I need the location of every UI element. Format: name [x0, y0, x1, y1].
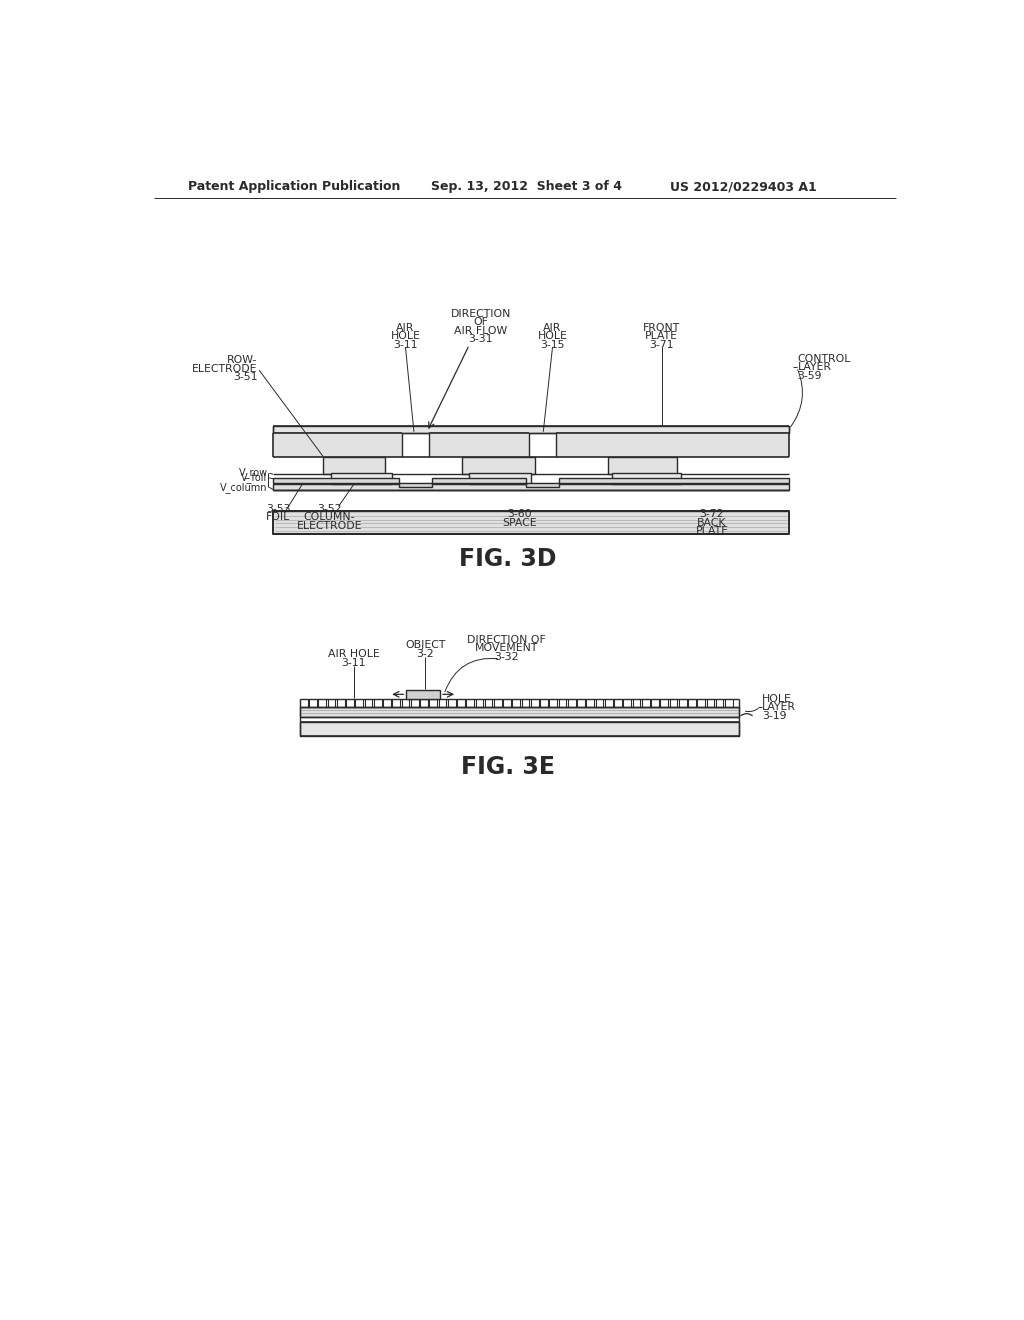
- Text: AIR: AIR: [544, 323, 562, 333]
- Text: HOLE: HOLE: [538, 331, 567, 342]
- Text: SPACE: SPACE: [502, 517, 537, 528]
- Text: 3-32: 3-32: [494, 652, 518, 661]
- Text: DIRECTION: DIRECTION: [451, 309, 511, 319]
- Text: LAYER: LAYER: [798, 362, 831, 372]
- Bar: [331, 474, 392, 484]
- Text: AIR: AIR: [396, 323, 415, 333]
- Bar: [611, 474, 681, 484]
- Bar: [407, 689, 440, 700]
- Text: AIR HOLE: AIR HOLE: [328, 649, 380, 659]
- Text: 3-72: 3-72: [699, 510, 724, 519]
- Text: DIRECTION OF: DIRECTION OF: [467, 635, 546, 644]
- Bar: [469, 474, 531, 484]
- Text: OF: OF: [473, 317, 488, 327]
- Bar: [300, 722, 739, 737]
- Text: HOLE: HOLE: [762, 694, 792, 704]
- Text: FIG. 3D: FIG. 3D: [459, 546, 557, 570]
- Text: FOIL: FOIL: [266, 512, 291, 523]
- Text: 3-31: 3-31: [469, 334, 494, 345]
- Text: LAYER: LAYER: [762, 702, 796, 713]
- Bar: [273, 433, 401, 457]
- Text: 3-71: 3-71: [649, 339, 674, 350]
- Text: 3-2: 3-2: [417, 648, 434, 659]
- Bar: [608, 457, 677, 474]
- Text: Patent Application Publication: Patent Application Publication: [188, 181, 400, 194]
- Bar: [273, 425, 788, 433]
- Bar: [300, 706, 739, 718]
- Text: V_foil: V_foil: [242, 473, 267, 483]
- Text: 3-11: 3-11: [393, 339, 418, 350]
- Text: ROW-: ROW-: [227, 355, 258, 366]
- Text: 3-15: 3-15: [541, 339, 565, 350]
- Text: FRONT: FRONT: [643, 323, 681, 333]
- Text: 3-53: 3-53: [266, 504, 291, 513]
- Text: HOLE: HOLE: [390, 331, 421, 342]
- Bar: [273, 511, 788, 535]
- Text: OBJECT: OBJECT: [406, 640, 445, 649]
- Text: PLATE: PLATE: [695, 527, 728, 536]
- Bar: [429, 433, 528, 457]
- Text: 3-51: 3-51: [233, 372, 258, 381]
- Text: ELECTRODE: ELECTRODE: [297, 520, 361, 531]
- Text: FIG. 3E: FIG. 3E: [461, 755, 555, 779]
- Text: ELECTRODE: ELECTRODE: [193, 363, 258, 374]
- Text: Sep. 13, 2012  Sheet 3 of 4: Sep. 13, 2012 Sheet 3 of 4: [431, 181, 622, 194]
- Text: BACK: BACK: [697, 517, 727, 528]
- Text: COLUMN-: COLUMN-: [303, 512, 355, 523]
- Bar: [273, 484, 788, 490]
- Text: 3-19: 3-19: [762, 711, 786, 721]
- Text: V_column: V_column: [220, 482, 267, 492]
- Text: 3-59: 3-59: [798, 371, 822, 380]
- Text: CONTROL: CONTROL: [798, 354, 851, 363]
- Text: 3-11: 3-11: [342, 657, 367, 668]
- Text: V_row: V_row: [239, 467, 267, 478]
- Text: AIR FLOW: AIR FLOW: [455, 326, 508, 335]
- Bar: [462, 457, 535, 474]
- Text: MOVEMENT: MOVEMENT: [475, 643, 538, 653]
- Polygon shape: [273, 478, 788, 487]
- Text: US 2012/0229403 A1: US 2012/0229403 A1: [670, 181, 816, 194]
- Text: 3-52: 3-52: [317, 504, 341, 513]
- Bar: [323, 457, 385, 474]
- Text: 3-60: 3-60: [507, 510, 531, 519]
- Bar: [556, 433, 788, 457]
- Text: PLATE: PLATE: [645, 331, 678, 342]
